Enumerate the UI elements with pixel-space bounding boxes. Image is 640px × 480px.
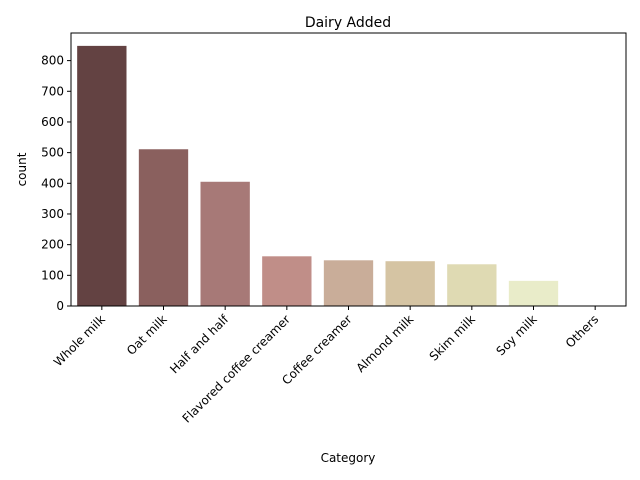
y-axis-label: count [15, 152, 29, 186]
bar-almond-milk [385, 261, 435, 306]
y-tick-label: 100 [41, 268, 64, 282]
y-tick-label: 600 [41, 115, 64, 129]
plot-frame [70, 32, 627, 307]
y-tick-label: 700 [41, 84, 64, 98]
y-tick-label: 500 [41, 146, 64, 160]
x-tick-label: Half and half [167, 312, 232, 377]
y-tick-label: 800 [41, 54, 64, 68]
bar-half-and-half [200, 181, 250, 306]
x-tick-label: Soy milk [494, 312, 540, 358]
y-tick-label: 400 [41, 176, 64, 190]
bars-group [77, 45, 620, 306]
bar-skim-milk [447, 264, 497, 306]
x-tick-label: Whole milk [51, 312, 108, 369]
x-tick-label: Almond milk [353, 312, 416, 375]
y-tick-label: 0 [56, 299, 64, 313]
bar-soy-milk [508, 280, 559, 306]
bar-whole-milk [77, 45, 127, 306]
x-tick-label: Oat milk [124, 312, 170, 358]
bar-coffee-creamer [323, 260, 374, 306]
bar-oat-milk [138, 149, 189, 306]
y-tick-label: 200 [41, 238, 64, 252]
bar-flavored-coffee-creamer [262, 256, 312, 306]
x-axis-label: Category [321, 451, 376, 465]
x-tick-label: Flavored coffee creamer [180, 312, 293, 425]
y-tick-label: 300 [41, 207, 64, 221]
y-axis: 0 100 200 300 400 500 600 700 800 [41, 54, 71, 313]
x-tick-label: Others [563, 312, 601, 350]
x-tick-label: Skim milk [427, 312, 478, 363]
chart-title: Dairy Added [305, 15, 391, 31]
